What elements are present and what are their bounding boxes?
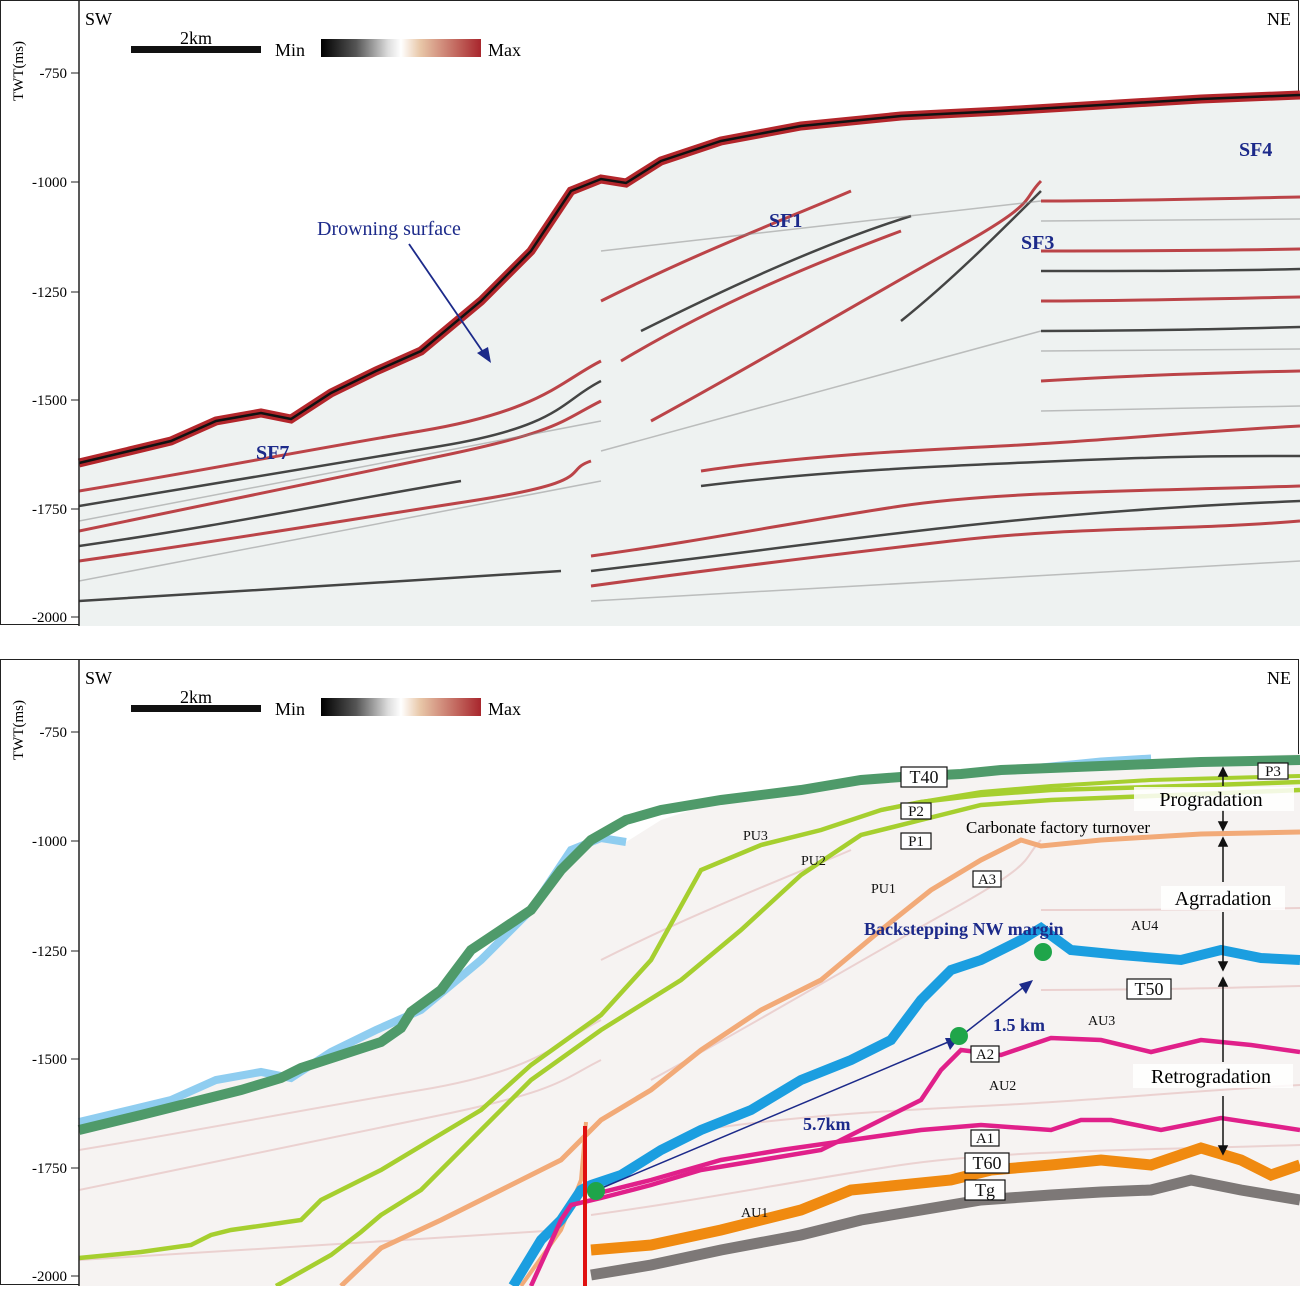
tick-label: -1250 <box>32 944 67 960</box>
tick-label: -1000 <box>32 175 67 191</box>
progradation-bg <box>1134 787 1294 811</box>
label-aggradation: Agrradation <box>1175 888 1272 910</box>
tick-label: -750 <box>40 725 68 741</box>
horizon-a1 <box>590 1115 1301 1198</box>
stacking-pattern-arrows <box>1217 766 1229 1156</box>
arrow-57km-line <box>596 1039 954 1191</box>
colorbar-min-label: Min <box>275 699 305 719</box>
label-au4: AU4 <box>1131 919 1158 934</box>
tick-label: -1500 <box>32 393 67 409</box>
colorbar <box>321 698 481 716</box>
label-carbonate-turnover: Carbonate factory turnover <box>966 818 1150 837</box>
aggradation-bg <box>1161 886 1285 910</box>
colorbar-max-label: Max <box>488 699 521 719</box>
direction-ne: NE <box>1267 9 1291 29</box>
top-seismic-panel: TWT(ms) -750 -1000 -1250 -1500 -1750 -20… <box>0 0 1301 626</box>
label-p1: P1 <box>908 834 924 850</box>
margin-point-2 <box>950 1027 968 1045</box>
label-t40: T40 <box>910 767 939 787</box>
scale-bar-label: 2km <box>180 687 212 707</box>
y-axis-ticks: -750 -1000 -1250 -1500 -1750 -2000 <box>32 66 79 626</box>
label-backstepping-margin: Backstepping NW margin <box>864 919 1064 939</box>
tick-label: -2000 <box>32 610 67 626</box>
label-a2: A2 <box>976 1047 994 1063</box>
label-sf4: SF4 <box>1239 139 1272 161</box>
horizon-p1 <box>274 787 1301 1288</box>
margin-point-1 <box>587 1182 605 1200</box>
label-distance-15km: 1.5 km <box>993 1015 1045 1035</box>
label-pu3: PU3 <box>743 829 768 844</box>
tick-label: -1750 <box>32 1161 67 1177</box>
tick-label: -750 <box>40 66 68 82</box>
direction-sw: SW <box>85 9 112 29</box>
label-sf3: SF3 <box>1021 232 1054 254</box>
label-a3: A3 <box>978 872 996 888</box>
drowning-arrow-head <box>477 347 491 363</box>
direction-sw: SW <box>85 668 112 688</box>
drowning-arrow-line <box>408 243 486 356</box>
label-distance-57km: 5.7km <box>803 1114 851 1134</box>
label-au3: AU3 <box>1088 1014 1115 1029</box>
label-retrogradation: Retrogradation <box>1151 1066 1271 1088</box>
scale-bar <box>131 705 261 712</box>
colorbar-max-label: Max <box>488 40 521 60</box>
colorbar <box>321 39 481 57</box>
label-au1: AU1 <box>741 1206 768 1221</box>
label-au2: AU2 <box>989 1079 1016 1094</box>
retrogradation-bg <box>1133 1064 1293 1088</box>
label-p3: P3 <box>1265 764 1281 780</box>
tick-label: -1750 <box>32 502 67 518</box>
tick-label: -1000 <box>32 834 67 850</box>
top-seismic-svg: TWT(ms) -750 -1000 -1250 -1500 -1750 -20… <box>11 1 1301 626</box>
scale-bar <box>131 46 261 53</box>
tick-label: -2000 <box>32 1269 67 1285</box>
y-axis-label: TWT(ms) <box>11 700 27 760</box>
label-a1: A1 <box>976 1131 994 1147</box>
label-p2: P2 <box>908 804 924 820</box>
label-drowning-surface: Drowning surface <box>317 218 461 240</box>
tick-label: -1500 <box>32 1052 67 1068</box>
seafloor-reflector-black <box>78 93 1301 465</box>
scale-bar-label: 2km <box>180 28 212 48</box>
margin-point-3 <box>1034 943 1052 961</box>
colorbar-min-label: Min <box>275 40 305 60</box>
horizon-t50 <box>508 922 1301 1289</box>
label-pu1: PU1 <box>871 882 896 897</box>
label-tg: Tg <box>975 1180 995 1200</box>
arrow-15km-line <box>960 985 1026 1037</box>
label-sf1: SF1 <box>769 210 802 232</box>
seismic-reflectors <box>79 179 1300 603</box>
label-t60: T60 <box>973 1153 1002 1173</box>
bottom-interpreted-panel: TWT(ms) -750 -1000 -1250 -1500 -1750 -20… <box>0 659 1301 1289</box>
horizon-a3 <box>339 829 1301 1288</box>
arrow-15km-head <box>1019 980 1033 994</box>
label-pu2: PU2 <box>801 854 826 869</box>
label-t50: T50 <box>1135 979 1164 999</box>
label-sf7: SF7 <box>256 442 289 464</box>
label-progradation: Progradation <box>1159 789 1262 811</box>
tick-label: -1250 <box>32 285 67 301</box>
y-axis-ticks: -750 -1000 -1250 -1500 -1750 -2000 <box>32 725 79 1285</box>
y-axis-label: TWT(ms) <box>11 41 27 101</box>
direction-ne: NE <box>1267 668 1291 688</box>
bottom-interpreted-svg: TWT(ms) -750 -1000 -1250 -1500 -1750 -20… <box>11 660 1301 1289</box>
